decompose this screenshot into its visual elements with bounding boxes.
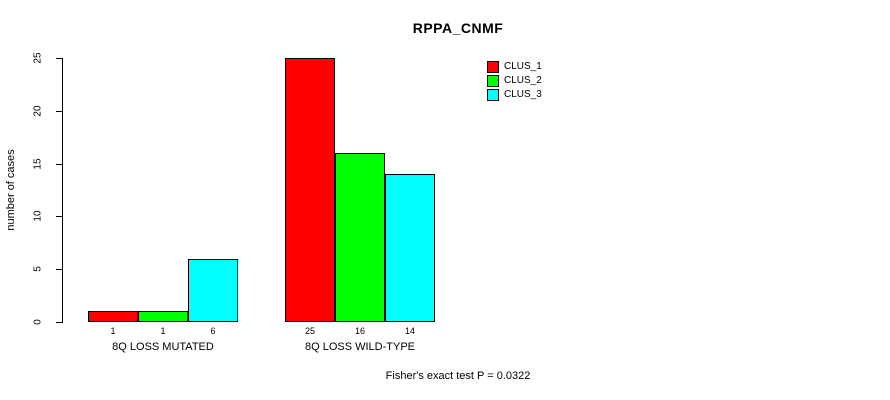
legend: CLUS_1 CLUS_2 CLUS_3 <box>487 60 542 102</box>
legend-item-clus_1: CLUS_1 <box>487 60 542 73</box>
bar-value-label: 16 <box>354 326 366 336</box>
bar-clus_1-group2 <box>285 58 335 322</box>
y-tick-mark <box>56 269 62 270</box>
category-label: 8Q LOSS MUTATED <box>112 341 214 353</box>
y-tick-mark <box>56 58 62 59</box>
y-tick-mark <box>56 164 62 165</box>
y-tick-label: 0 <box>32 319 44 325</box>
y-axis-line <box>62 58 63 323</box>
bar-clus_3-group1 <box>188 259 238 322</box>
bar-value-label: 14 <box>404 326 416 336</box>
bar-value-label: 6 <box>210 326 216 336</box>
y-tick-mark <box>56 111 62 112</box>
chart-title: RPPA_CNMF <box>412 20 504 36</box>
bar-value-label: 1 <box>110 326 116 336</box>
bar-clus_1-group1 <box>88 311 138 322</box>
fisher-test-note: Fisher's exact test P = 0.0322 <box>385 370 531 382</box>
legend-swatch-icon <box>487 88 499 101</box>
legend-item-clus_3: CLUS_3 <box>487 88 542 101</box>
bar-clus_3-group2 <box>385 174 435 322</box>
legend-label: CLUS_2 <box>504 75 542 86</box>
legend-label: CLUS_3 <box>504 89 542 100</box>
y-tick-label: 25 <box>32 52 44 64</box>
legend-swatch-icon <box>487 60 499 73</box>
y-tick-label: 20 <box>32 105 44 117</box>
y-tick-label: 5 <box>32 266 44 272</box>
legend-item-clus_2: CLUS_2 <box>487 74 542 87</box>
y-tick-mark <box>56 216 62 217</box>
y-tick-label: 15 <box>32 158 44 170</box>
category-label: 8Q LOSS WILD-TYPE <box>304 341 416 353</box>
bar-value-label: 25 <box>304 326 316 336</box>
y-tick-mark <box>56 322 62 323</box>
y-tick-label: 10 <box>32 210 44 222</box>
legend-label: CLUS_1 <box>504 61 542 72</box>
bar-clus_2-group1 <box>138 311 188 322</box>
legend-swatch-icon <box>487 74 499 87</box>
bar-value-label: 1 <box>160 326 166 336</box>
y-axis-label: number of cases <box>5 149 17 231</box>
bar-clus_2-group2 <box>335 153 385 322</box>
